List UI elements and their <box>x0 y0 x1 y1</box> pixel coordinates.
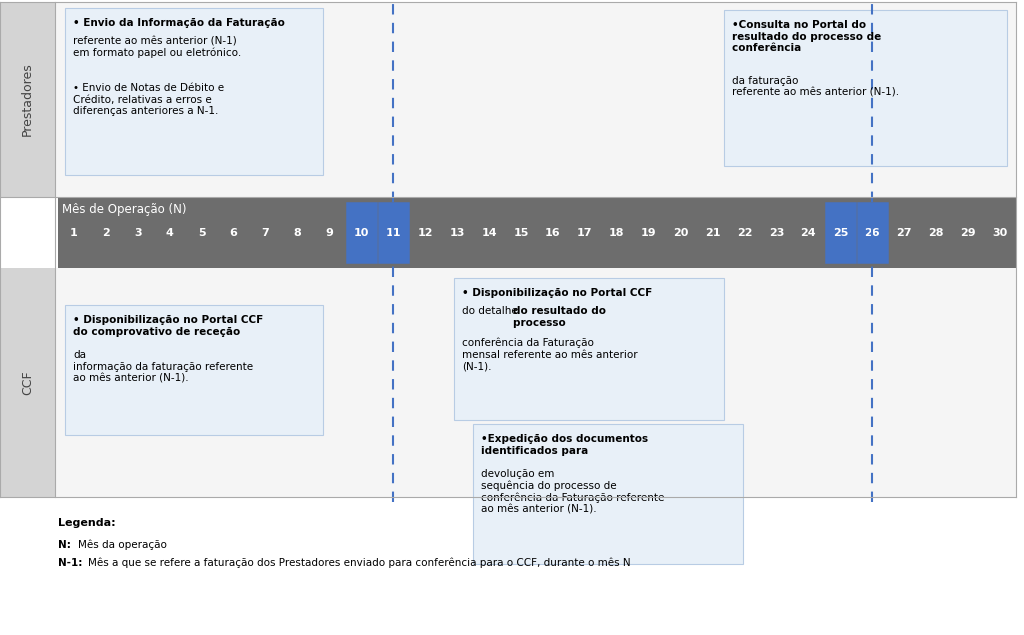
Text: •Consulta no Portal do
resultado do processo de
conferência: •Consulta no Portal do resultado do proc… <box>732 20 882 53</box>
Text: • Envio de Notas de Débito e
Crédito, relativas a erros e
diferenças anteriores : • Envio de Notas de Débito e Crédito, re… <box>73 83 224 116</box>
FancyBboxPatch shape <box>65 305 323 435</box>
FancyBboxPatch shape <box>0 268 55 497</box>
FancyBboxPatch shape <box>58 197 1016 268</box>
Text: N:: N: <box>58 540 71 550</box>
Text: 18: 18 <box>609 227 625 237</box>
Text: da faturação
referente ao mês anterior (N-1).: da faturação referente ao mês anterior (… <box>732 76 899 98</box>
Text: 4: 4 <box>166 227 174 237</box>
Text: 6: 6 <box>229 227 238 237</box>
Text: Legenda:: Legenda: <box>58 518 116 528</box>
Text: 28: 28 <box>929 227 944 237</box>
FancyBboxPatch shape <box>858 203 887 262</box>
FancyBboxPatch shape <box>724 10 1007 166</box>
Text: Mês a que se refere a faturação dos Prestadores enviado para conferência para o : Mês a que se refere a faturação dos Pres… <box>88 558 631 568</box>
Text: 26: 26 <box>864 227 880 237</box>
Text: N-1:: N-1: <box>58 558 82 568</box>
Text: 29: 29 <box>961 227 976 237</box>
Text: 23: 23 <box>769 227 784 237</box>
FancyBboxPatch shape <box>379 203 408 262</box>
Text: do detalhe: do detalhe <box>462 306 521 316</box>
FancyBboxPatch shape <box>473 424 743 564</box>
Text: 9: 9 <box>326 227 334 237</box>
Text: 21: 21 <box>705 227 720 237</box>
Text: • Disponibilização no Portal CCF
do comprovativo de receção: • Disponibilização no Portal CCF do comp… <box>73 315 263 337</box>
Text: 1: 1 <box>70 227 78 237</box>
Text: Mês de Operação (N): Mês de Operação (N) <box>62 203 186 216</box>
Text: conferência da Faturação
mensal referente ao mês anterior
(N-1).: conferência da Faturação mensal referent… <box>462 338 638 371</box>
Text: 19: 19 <box>641 227 656 237</box>
Text: 13: 13 <box>450 227 465 237</box>
Text: 24: 24 <box>801 227 816 237</box>
Text: CCF: CCF <box>22 370 34 395</box>
Text: 2: 2 <box>102 227 110 237</box>
Text: Mês da operação: Mês da operação <box>78 540 167 551</box>
Text: 11: 11 <box>386 227 401 237</box>
FancyBboxPatch shape <box>826 203 855 262</box>
Text: • Disponibilização no Portal CCF: • Disponibilização no Portal CCF <box>462 288 652 298</box>
Text: 12: 12 <box>418 227 433 237</box>
Text: 27: 27 <box>896 227 912 237</box>
Text: devolução em
sequência do processo de
conferência da Faturação referente
ao mês : devolução em sequência do processo de co… <box>481 469 665 515</box>
Text: 22: 22 <box>737 227 753 237</box>
Text: 14: 14 <box>481 227 497 237</box>
Text: da
informação da faturação referente
ao mês anterior (N-1).: da informação da faturação referente ao … <box>73 350 253 383</box>
FancyBboxPatch shape <box>55 2 1016 197</box>
FancyBboxPatch shape <box>0 2 55 197</box>
Text: 5: 5 <box>198 227 206 237</box>
Text: 8: 8 <box>294 227 301 237</box>
FancyBboxPatch shape <box>454 278 724 420</box>
Text: Prestadores: Prestadores <box>22 63 34 137</box>
Text: 7: 7 <box>262 227 269 237</box>
Text: 17: 17 <box>578 227 593 237</box>
Text: 20: 20 <box>673 227 688 237</box>
FancyBboxPatch shape <box>55 268 1016 497</box>
Text: • Envio da Informação da Faturação: • Envio da Informação da Faturação <box>73 18 285 28</box>
Text: 16: 16 <box>545 227 561 237</box>
Text: 25: 25 <box>833 227 848 237</box>
Text: 10: 10 <box>353 227 369 237</box>
FancyBboxPatch shape <box>347 203 376 262</box>
Text: do resultado do
processo: do resultado do processo <box>513 306 606 328</box>
FancyBboxPatch shape <box>65 8 323 175</box>
Text: 3: 3 <box>134 227 141 237</box>
Text: 30: 30 <box>992 227 1008 237</box>
Text: 15: 15 <box>513 227 528 237</box>
Text: •Expedição dos documentos
identificados para: •Expedição dos documentos identificados … <box>481 434 648 455</box>
Text: referente ao mês anterior (N-1)
em formato papel ou eletrónico.: referente ao mês anterior (N-1) em forma… <box>73 36 242 58</box>
